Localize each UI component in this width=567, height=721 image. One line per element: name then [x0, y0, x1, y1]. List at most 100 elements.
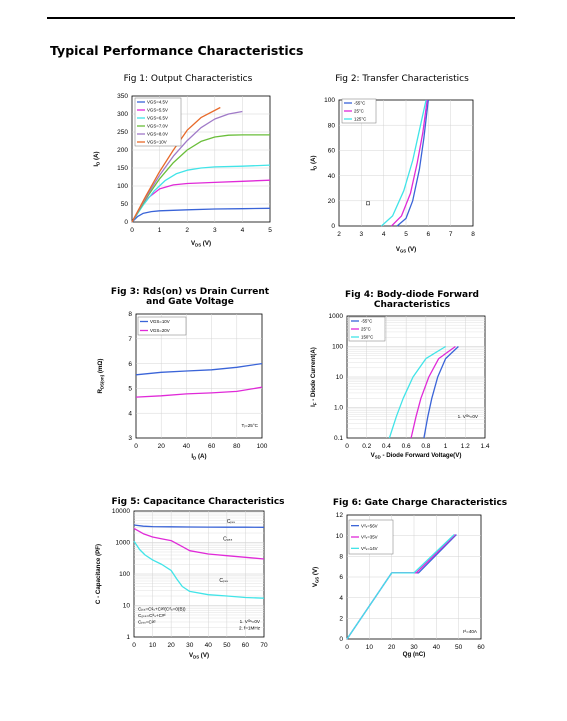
legend-entry: 25°C — [361, 327, 371, 332]
x-tick-label: 3 — [360, 231, 364, 238]
series-line-1 — [135, 386, 263, 398]
x-tick-label: 50 — [223, 642, 231, 649]
y-tick-label: 2 — [339, 616, 343, 623]
fig4-chart: 0 0.2 0.4 0.6 0.8 1 1.2 1.4 0.1 1.0 10 100 1000 VSD -… — [310, 313, 490, 459]
fig6-chart: 0 10 20 30 40 50 60 0 2 4 6 8 10 12 Qg (nC) VGS (V) Vᵈₛ=… — [312, 512, 485, 658]
series-line-3 — [131, 134, 270, 223]
y-tick-label: 0 — [124, 219, 128, 226]
note-left: Cᵢₛₛ=Cᵍₛ+Cᵍᵈ(Cᵈₛ=0(B)) — [138, 606, 186, 611]
series-line-1 — [410, 345, 456, 439]
y-tick-label: 10000 — [112, 508, 130, 515]
legend-entry: VGS=6.5V — [147, 116, 168, 121]
x-tick-label: 20 — [158, 443, 166, 450]
series-line-2 — [380, 99, 427, 227]
x-tick-label: 0.2 — [362, 443, 371, 450]
y-tick-label: 6 — [339, 574, 343, 581]
series-line-4 — [131, 110, 243, 223]
y-tick-label: 1000 — [329, 313, 344, 320]
y-tick-label: 150 — [117, 165, 128, 172]
legend-box — [137, 316, 187, 336]
x-tick-label: 20 — [168, 642, 176, 649]
fig6-title: Fig 6: Gate Charge Characteristics — [332, 498, 508, 508]
x-tick-label: 0.4 — [382, 443, 391, 450]
series-line-0 — [423, 346, 459, 439]
y-tick-label: 10 — [123, 603, 131, 610]
y-tick-label: 60 — [328, 148, 336, 155]
x-tick-label: 50 — [455, 644, 463, 651]
series-line-2 — [388, 345, 446, 439]
series-line-0 — [135, 362, 263, 376]
y-tick-label: 100 — [324, 97, 335, 104]
x-tick-label: 0 — [345, 443, 349, 450]
y-tick-label: 80 — [328, 122, 336, 129]
x-axis-label: VDS (V) — [191, 240, 211, 248]
x-axis-label: ID (A) — [191, 453, 206, 461]
y-axis-label: C - Capacitance (PF) — [95, 544, 102, 604]
y-axis-label: RDS(on) (mΩ) — [97, 359, 105, 394]
legend-entry: VGS=20V — [150, 328, 170, 333]
legend-entry: VGS=10V — [147, 140, 167, 145]
x-tick-label: 0 — [134, 443, 138, 450]
legend-entry: 150°C — [361, 335, 373, 340]
fig4-title: Fig 4: Body-diode Forward Characteristic… — [345, 290, 479, 310]
x-tick-label: 0 — [130, 227, 134, 234]
series-label: Cᵢₛₛ — [227, 519, 235, 525]
y-tick-label: 20 — [328, 198, 336, 205]
annotation: Iᵈ=40A — [463, 629, 478, 634]
y-tick-label: 4 — [128, 410, 132, 417]
y-tick-label: 100 — [332, 344, 343, 351]
x-tick-label: 0.6 — [402, 443, 411, 450]
y-axis-label: VGS (V) — [312, 567, 320, 587]
legend-entry: VGS=7.0V — [147, 124, 168, 129]
fig3-title: Fig 3: Rds(on) vs Drain Current and Gate… — [110, 287, 270, 307]
y-tick-label: 10 — [336, 533, 344, 540]
x-tick-label: 1 — [444, 443, 448, 450]
fig3-chart: 0 20 40 60 80 100 3 4 5 6 7 8 ID (A) RDS(on) (mΩ) VGS=… — [97, 311, 268, 461]
y-tick-label: 10 — [336, 374, 344, 381]
legend-entry: 25°C — [354, 109, 364, 114]
x-tick-label: 2 — [337, 231, 341, 238]
x-tick-label: 60 — [208, 443, 216, 450]
y-tick-label: 1000 — [116, 540, 131, 547]
section-title: Typical Performance Characteristics — [50, 43, 304, 58]
y-tick-label: 0 — [331, 223, 335, 230]
x-tick-label: 60 — [477, 644, 485, 651]
series-line-2 — [131, 164, 271, 223]
x-tick-label: 8 — [471, 231, 475, 238]
x-tick-label: 0.8 — [421, 443, 430, 450]
legend-entry: Vᵈₛ=56V — [361, 523, 378, 528]
x-axis-label: VGS (V) — [396, 246, 416, 254]
y-axis-label: ID (A) — [93, 151, 101, 166]
series-label: Cᵣₛₛ — [219, 578, 228, 584]
x-tick-label: 5 — [404, 231, 408, 238]
y-tick-label: 100 — [117, 183, 128, 190]
y-tick-label: 1 — [126, 634, 130, 641]
series-line-0 — [131, 207, 271, 223]
fig1-title: Fig 1: Output Characteristics — [123, 74, 253, 84]
legend-entry: Vᵈₛ=35V — [361, 535, 378, 540]
y-tick-label: 350 — [117, 93, 128, 100]
y-tick-label: 8 — [128, 311, 132, 318]
legend-entry: -55°C — [361, 319, 372, 324]
y-tick-label: 300 — [117, 111, 128, 118]
x-tick-label: 4 — [241, 227, 245, 234]
series-line-1 — [391, 99, 428, 227]
legend-entry: -55°C — [354, 101, 365, 106]
annotation: 1. Vᴳˢ=0V — [458, 414, 479, 419]
y-tick-label: 12 — [336, 512, 344, 519]
small-marker — [366, 201, 370, 206]
x-tick-label: 30 — [410, 644, 418, 651]
note-right: 1. Vᴳˢ=0V — [240, 619, 261, 624]
x-tick-label: 40 — [205, 642, 213, 649]
y-axis-label: ID (A) — [310, 155, 318, 170]
x-tick-label: 5 — [268, 227, 272, 234]
fig5-title: Fig 5: Capacitance Characteristics — [111, 497, 285, 507]
legend-entry: 125°C — [354, 117, 366, 122]
y-axis-label: IF - Diode Current(A) — [310, 347, 318, 407]
y-tick-label: 50 — [121, 201, 129, 208]
header-rule — [47, 17, 515, 19]
y-tick-label: 8 — [339, 554, 343, 561]
y-tick-label: 40 — [328, 173, 336, 180]
fig2-title: Fig 2: Transfer Characteristics — [335, 74, 469, 84]
